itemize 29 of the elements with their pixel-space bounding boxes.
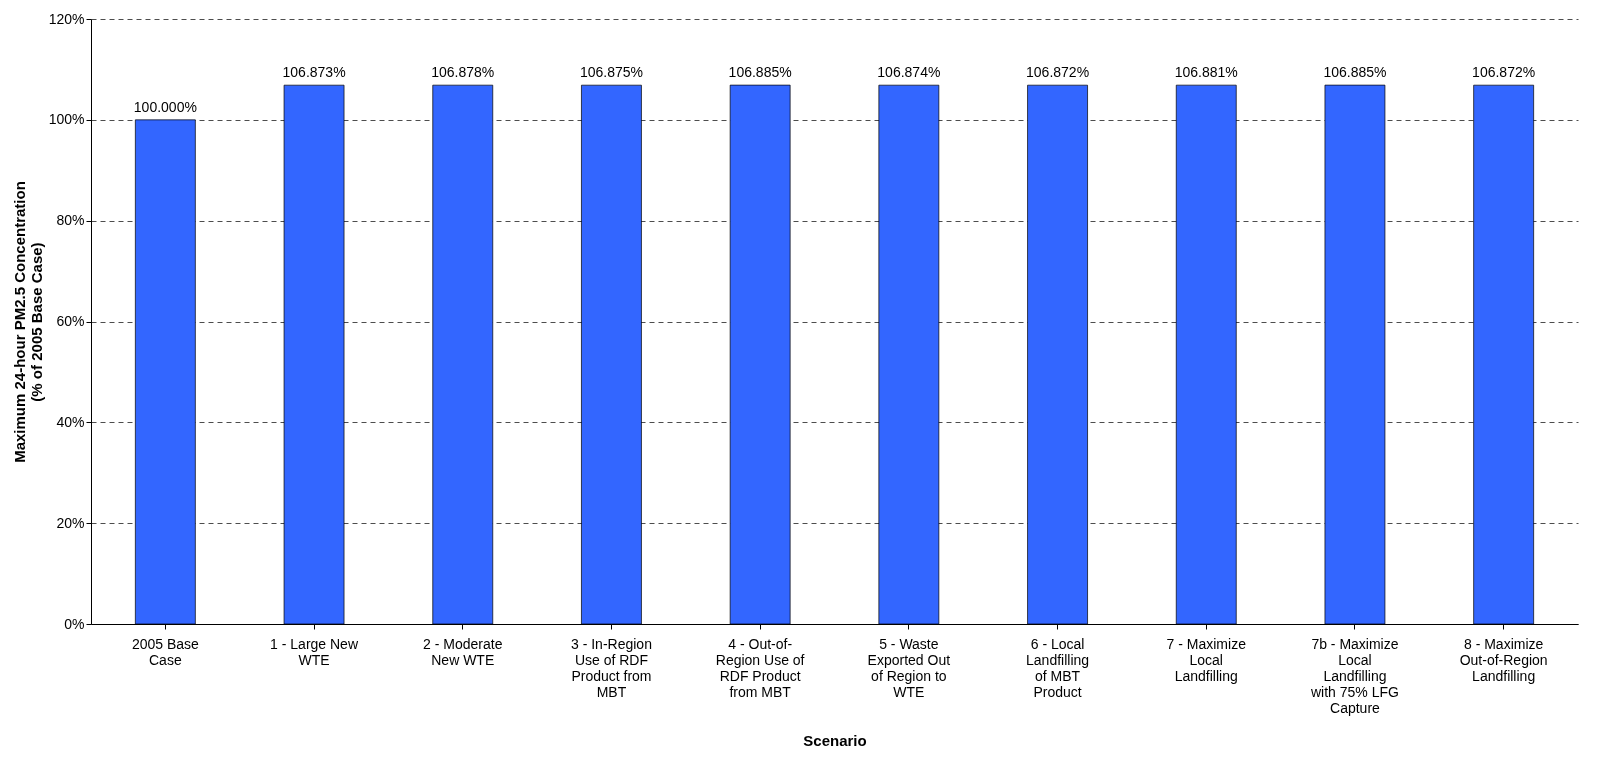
- x-tick-label: 4 - Out-of-Region Use of RDF Product from MBT: [715, 635, 805, 700]
- x-tick-label: 7 - Maximize Local Landfilling: [1166, 635, 1247, 684]
- x-tick-label: 1 - Large New WTE: [270, 635, 359, 668]
- data-label: 106.874%: [877, 64, 941, 81]
- y-tick-label: 60%: [56, 313, 85, 329]
- data-label: 106.872%: [1026, 64, 1090, 81]
- x-tick-label: 8 - Maximize Out-of-Region Landfilling: [1459, 635, 1548, 684]
- data-label: 106.885%: [728, 64, 792, 81]
- data-label: 106.872%: [1472, 64, 1536, 81]
- x-tick-label: 5 - Waste Exported Out of Region to WTE: [867, 635, 951, 700]
- y-tick-label: 80%: [56, 212, 85, 229]
- data-label: 100.000%: [133, 98, 197, 115]
- y-tick-label: 40%: [56, 413, 85, 430]
- x-axis-title: Scenario: [803, 731, 867, 749]
- y-tick-label: 100%: [48, 111, 85, 128]
- data-label: 106.873%: [282, 64, 346, 81]
- data-label: 106.881%: [1174, 64, 1238, 81]
- y-axis-title: Maximum 24-hour PM2.5 Concentration (% of 2005 Base Case): [10, 181, 45, 463]
- data-label: 106.878%: [431, 64, 495, 81]
- y-tick-label: 20%: [56, 514, 85, 531]
- x-tick-label: 2005 Base Case: [131, 635, 200, 668]
- y-tick-label: 120%: [48, 10, 85, 27]
- data-label: 106.875%: [579, 64, 643, 81]
- y-tick-label: 0%: [64, 615, 85, 632]
- x-tick-label: 2 - Moderate New WTE: [423, 635, 503, 668]
- data-label: 106.885%: [1323, 64, 1387, 81]
- x-tick-label: 6 - Local Landfilling of MBT Product: [1026, 635, 1090, 700]
- x-tick-label: 3 - In-Region Use of RDF Product from MBT: [570, 635, 652, 700]
- x-tick-label: 7b - Maximize Local Landfilling with 75% LFG Capture: [1309, 635, 1399, 716]
